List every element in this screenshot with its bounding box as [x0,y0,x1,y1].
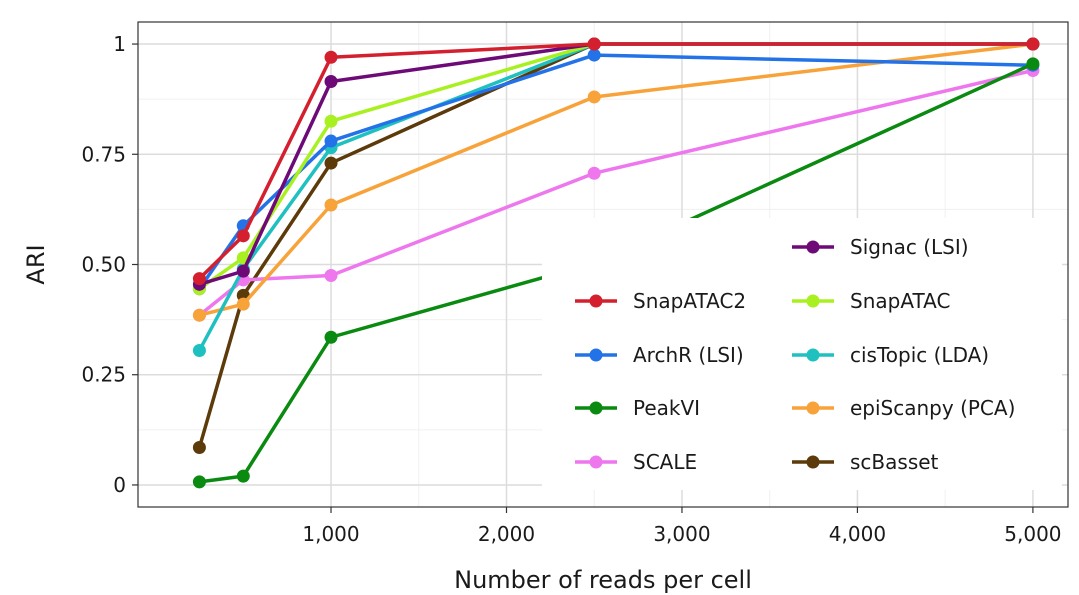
data-point [236,469,250,483]
axes: 1,000 2,000 3,000 4,000 5,000 0 0.25 0.50 0.75 1 [81,32,1061,546]
legend-item-signac-lsi-: Signac (LSI) [792,235,969,259]
x-tick-label: 2,000 [478,522,535,546]
data-point [324,114,338,128]
y-tick-label: 0.75 [81,142,126,166]
legend-item-episcanpy-pca-: epiScanpy (PCA) [792,396,1015,420]
x-tick-label: 3,000 [653,522,710,546]
data-point [587,48,601,62]
legend-item-snapatac: SnapATAC [792,289,950,313]
data-point [587,90,601,104]
legend-swatch-point [806,401,820,415]
y-tick-label: 1 [113,32,126,56]
legend-label: Signac (LSI) [850,235,969,259]
legend-item-snapatac2: SnapATAC2 [575,289,746,313]
legend-swatch-point [589,455,603,469]
series-snapatac2 [192,37,1040,286]
legend-swatch-point [589,294,603,308]
legend-item-archr-lsi-: ArchR (LSI) [575,343,744,367]
legend-item-scale: SCALE [575,450,697,474]
legend-swatch-point [806,455,820,469]
data-point [192,475,206,489]
y-axis-title: ARI [22,244,50,284]
data-point [192,272,206,286]
data-point [324,198,338,212]
data-point [1026,57,1040,71]
data-point [1026,37,1040,51]
legend-swatch-point [589,401,603,415]
data-point [324,50,338,64]
data-point [587,37,601,51]
legend-swatch-point [806,348,820,362]
legend-item-scbasset: scBasset [792,450,939,474]
legend-item-peakvi: PeakVI [575,396,700,420]
legend: Signac (LSI) SnapATAC2 SnapATAC ArchR (LSI)… [542,218,1062,490]
x-tick-label: 1,000 [302,522,359,546]
data-point [587,166,601,180]
x-axis-title: Number of reads per cell [454,566,752,594]
legend-item-cistopic-lda-: cisTopic (LDA) [792,343,989,367]
data-point [324,269,338,283]
data-point [236,264,250,278]
data-point [324,156,338,170]
data-point [324,75,338,89]
legend-swatch-point [589,348,603,362]
x-tick-label: 5,000 [1004,522,1061,546]
data-point [236,297,250,311]
y-tick-label: 0.25 [81,363,126,387]
data-point [192,440,206,454]
legend-label: scBasset [850,450,939,474]
legend-label: cisTopic (LDA) [850,343,989,367]
data-point [192,343,206,357]
legend-label: epiScanpy (PCA) [850,396,1015,420]
series-peakvi [192,57,1040,489]
x-tick-label: 4,000 [829,522,886,546]
y-tick-label: 0 [113,473,126,497]
legend-label: SCALE [633,450,697,474]
legend-label: SnapATAC2 [633,289,746,313]
legend-swatch-point [806,240,820,254]
data-point [324,330,338,344]
legend-label: ArchR (LSI) [633,343,744,367]
series-layer [192,37,1040,489]
data-point [236,229,250,243]
data-point [192,308,206,322]
legend-swatch-point [806,294,820,308]
legend-label: SnapATAC [850,289,950,313]
legend-label: PeakVI [633,396,700,420]
y-tick-label: 0.50 [81,253,126,277]
data-point [324,134,338,148]
